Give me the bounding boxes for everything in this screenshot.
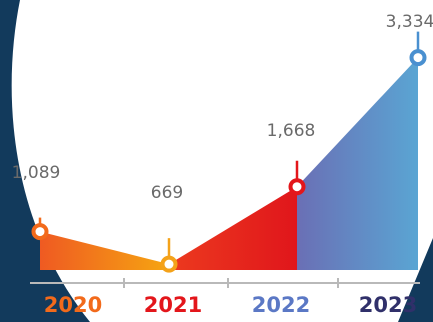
value-label-2023: 3,334 bbox=[386, 12, 433, 32]
value-label-2020: 1,089 bbox=[12, 163, 61, 183]
x-tick-label-2020: 2020 bbox=[44, 293, 102, 317]
area-segment-2021-2022 bbox=[169, 186, 297, 270]
decor-left-shape bbox=[0, 0, 90, 322]
data-point-2022 bbox=[288, 178, 306, 196]
data-point-2021 bbox=[160, 255, 178, 273]
area-segment-2022-2023 bbox=[297, 57, 418, 270]
data-point-2023 bbox=[409, 49, 427, 67]
value-label-2021: 669 bbox=[151, 183, 183, 203]
area-segment-2020-2021 bbox=[40, 231, 169, 270]
x-tick-label-2023: 2023 bbox=[359, 293, 417, 317]
x-tick-label-2021: 2021 bbox=[144, 293, 202, 317]
value-label-2022: 1,668 bbox=[267, 121, 316, 141]
decor-right-shape bbox=[398, 238, 433, 322]
x-tick-label-2022: 2022 bbox=[252, 293, 310, 317]
data-point-2020 bbox=[31, 223, 49, 241]
